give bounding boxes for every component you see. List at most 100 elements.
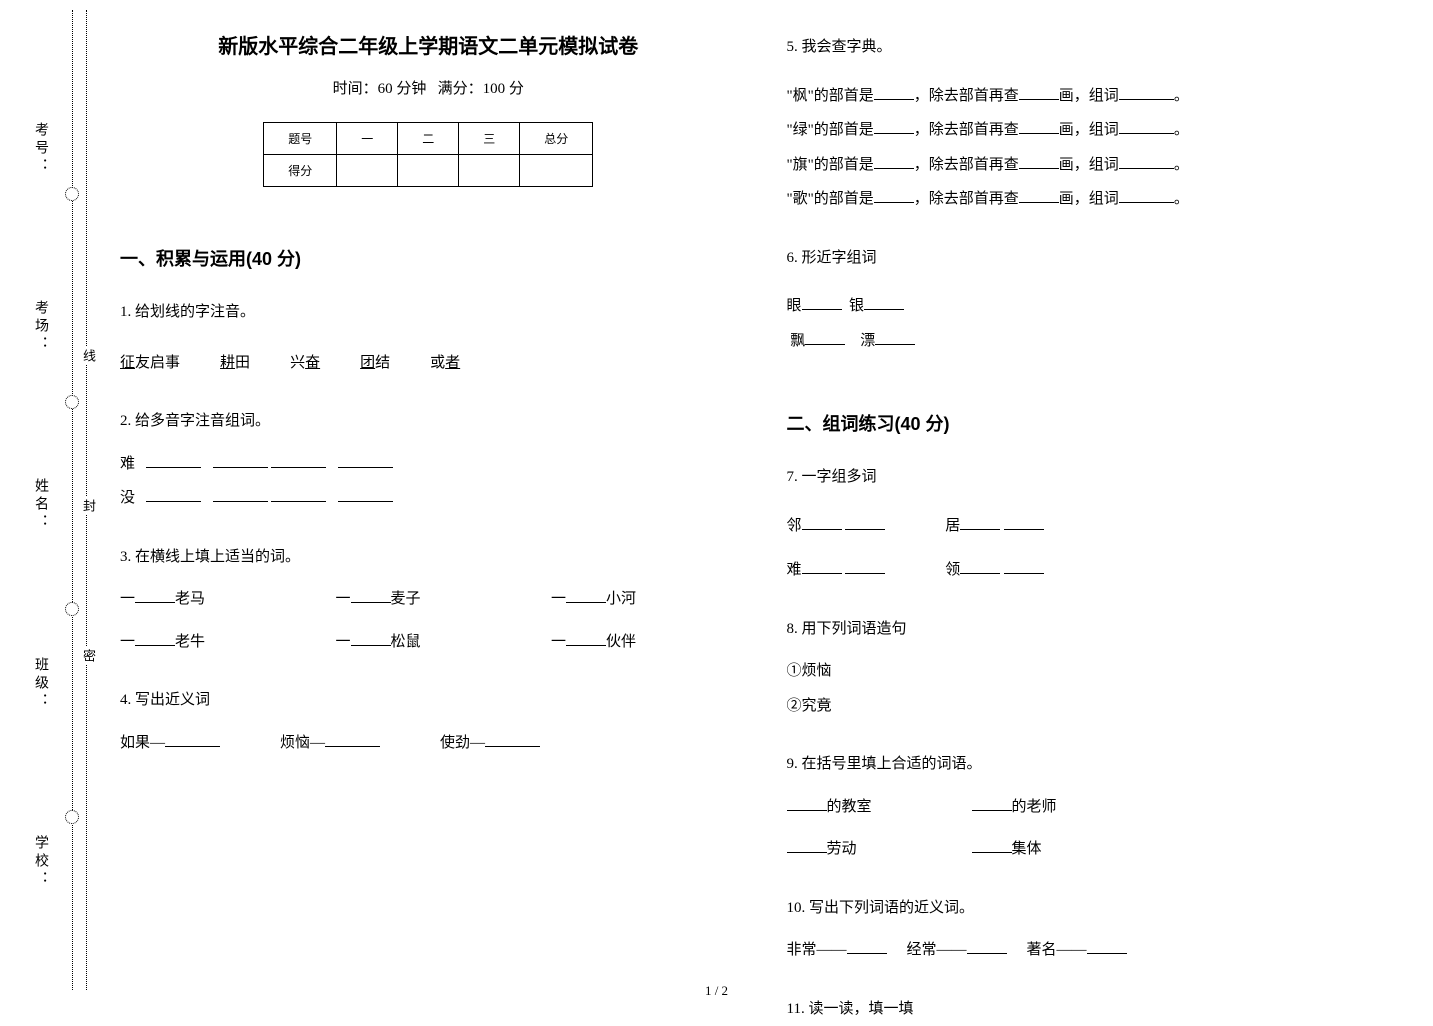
qtext: 写出下列词语的近义词。 (809, 900, 974, 916)
q7-item: 领 (945, 553, 1044, 588)
label-name: 姓名： (30, 478, 50, 532)
seal-notes: 线 封 密 (79, 0, 98, 1011)
q7-item: 邻 (787, 509, 886, 544)
dotted-circles (65, 0, 79, 1011)
question-7: 7. 一字组多词 邻 居 难 领 (787, 460, 1404, 588)
circle (65, 810, 79, 824)
qtext: 给划线的字注音。 (135, 304, 255, 320)
qtext: 用下列词语造句 (802, 621, 907, 637)
table-header-row: 题号 一 二 三 总分 (264, 123, 593, 155)
q8-item: ①烦恼 (787, 654, 1404, 689)
q5-line: "歌"的部首是，除去部首再查画，组词。 (787, 182, 1404, 217)
label-school: 学校： (30, 835, 50, 889)
td-blank (398, 155, 459, 187)
table-score-row: 得分 (264, 155, 593, 187)
time-label: 时间：60 分钟 (333, 81, 427, 97)
q1-item: 或者 (430, 346, 460, 381)
q7-item: 居 (945, 509, 1044, 544)
q3-item: 一松鼠 (336, 625, 522, 660)
label-exam-room: 考场： (30, 300, 50, 354)
q1-item: 征友启事 (120, 346, 180, 381)
th: 总分 (520, 123, 593, 155)
qtext: 读一读，填一填 (808, 1001, 913, 1017)
q9-item: 劳动 (787, 832, 872, 867)
q3-item: 一伙伴 (551, 625, 737, 660)
qtext: 在括号里填上合适的词语。 (802, 756, 982, 772)
qnum: 2. (120, 413, 131, 429)
q5-line: "旗"的部首是，除去部首再查画，组词。 (787, 148, 1404, 183)
q10-item: 著名—— (1027, 933, 1127, 968)
qnum: 11. (787, 1001, 805, 1017)
note-line: 线 (79, 347, 98, 364)
content-area: 新版水平综合二年级上学期语文二单元模拟试卷 时间：60 分钟 满分：100 分 … (120, 30, 1403, 981)
left-column: 新版水平综合二年级上学期语文二单元模拟试卷 时间：60 分钟 满分：100 分 … (120, 30, 737, 981)
q9-item: 集体 (972, 832, 1057, 867)
page-number: 1 / 2 (705, 983, 728, 999)
qtext: 给多音字注音组词。 (135, 413, 270, 429)
score-table: 题号 一 二 三 总分 得分 (263, 122, 593, 187)
td-blank (520, 155, 593, 187)
td-blank (459, 155, 520, 187)
q6-line: 眼 银 (787, 289, 1404, 324)
qtext: 形近字组词 (802, 250, 877, 266)
label-exam-id: 考号： (30, 122, 50, 176)
q10-item: 经常—— (907, 933, 1007, 968)
q1-item: 团结 (360, 346, 390, 381)
qnum: 4. (120, 692, 131, 708)
circle (65, 187, 79, 201)
label-class: 班级： (30, 657, 50, 711)
section-2-header: 二、组词练习(40 分) (787, 410, 1404, 436)
question-1: 1. 给划线的字注音。 征友启事 耕田 兴奋 团结 或者 (120, 295, 737, 380)
binding-margin: 考号： 考场： 姓名： 班级： 学校： 线 封 密 (0, 0, 105, 1011)
note-secret: 密 (79, 647, 98, 664)
q7-item: 难 (787, 553, 886, 588)
qnum: 10. (787, 900, 806, 916)
question-8: 8. 用下列词语造句 ①烦恼 ②究竟 (787, 612, 1404, 724)
question-10: 10. 写出下列词语的近义词。 非常—— 经常—— 著名—— (787, 891, 1404, 968)
question-4: 4. 写出近义词 如果— 烦恼— 使劲— (120, 683, 737, 760)
q4-item: 如果— (120, 726, 220, 761)
q3-item: 一老牛 (120, 625, 306, 660)
q2-line: 没 (120, 481, 737, 516)
th: 二 (398, 123, 459, 155)
question-6: 6. 形近字组词 眼 银 飘 漂 (787, 241, 1404, 359)
q9-item: 的教室 (787, 790, 872, 825)
qnum: 8. (787, 621, 798, 637)
q1-item: 耕田 (220, 346, 250, 381)
exam-title: 新版水平综合二年级上学期语文二单元模拟试卷 (120, 30, 737, 59)
td-blank (337, 155, 398, 187)
q1-item: 兴奋 (290, 346, 320, 381)
td-label: 得分 (264, 155, 337, 187)
qtext: 在横线上填上适当的词。 (135, 549, 300, 565)
qnum: 6. (787, 250, 798, 266)
q5-line: "绿"的部首是，除去部首再查画，组词。 (787, 113, 1404, 148)
question-9: 9. 在括号里填上合适的词语。 的教室 的老师 劳动 集体 (787, 747, 1404, 867)
th: 题号 (264, 123, 337, 155)
th: 三 (459, 123, 520, 155)
qnum: 3. (120, 549, 131, 565)
note-seal: 封 (79, 497, 98, 514)
q3-item: 一小河 (551, 582, 737, 617)
exam-subtitle: 时间：60 分钟 满分：100 分 (120, 77, 737, 98)
qtext: 我会查字典。 (802, 39, 892, 55)
vertical-labels: 考号： 考场： 姓名： 班级： 学校： (30, 0, 50, 1011)
right-column: 5. 我会查字典。 "枫"的部首是，除去部首再查画，组词。 "绿"的部首是，除去… (787, 30, 1404, 981)
qnum: 7. (787, 469, 798, 485)
qnum: 9. (787, 756, 798, 772)
q4-item: 使劲— (440, 726, 540, 761)
qnum: 1. (120, 304, 131, 320)
q8-item: ②究竟 (787, 689, 1404, 724)
q4-item: 烦恼— (280, 726, 380, 761)
th: 一 (337, 123, 398, 155)
circle (65, 395, 79, 409)
qtext: 写出近义词 (135, 692, 210, 708)
question-3: 3. 在横线上填上适当的词。 一老马 一麦子 一小河 一老牛 一松鼠 一伙伴 (120, 540, 737, 660)
q5-line: "枫"的部首是，除去部首再查画，组词。 (787, 79, 1404, 114)
q2-line: 难 (120, 447, 737, 482)
qnum: 5. (787, 39, 798, 55)
q3-item: 一麦子 (336, 582, 522, 617)
circle (65, 602, 79, 616)
question-2: 2. 给多音字注音组词。 难 没 (120, 404, 737, 516)
q9-item: 的老师 (972, 790, 1057, 825)
score-label: 满分：100 分 (438, 81, 524, 97)
